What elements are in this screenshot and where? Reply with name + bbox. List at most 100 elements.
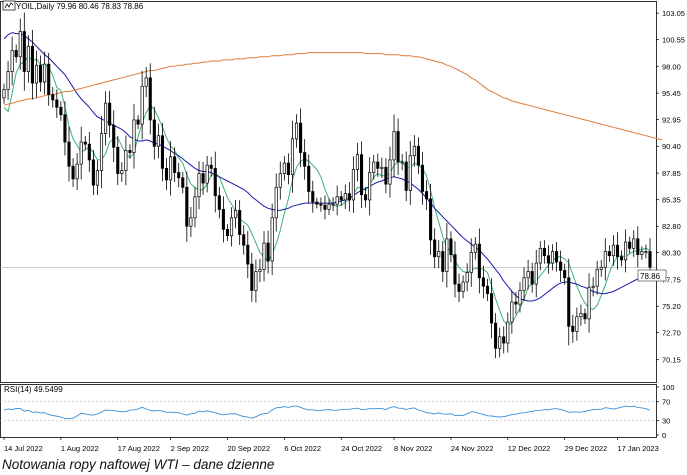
candle-body (368, 172, 372, 201)
candle-body (75, 163, 79, 180)
ma-line (3, 52, 663, 141)
candle-body (144, 77, 148, 87)
candle-body (518, 290, 522, 305)
x-tick-label: 24 Oct 2022 (341, 444, 382, 453)
candlesticks (2, 12, 652, 359)
x-tick-label: 20 Sep 2022 (227, 444, 270, 453)
candle-body (384, 166, 388, 185)
y-tick-label: 72.70 (662, 329, 681, 338)
candle-body (538, 247, 542, 264)
candle-body (140, 85, 144, 125)
candle-body (282, 162, 286, 174)
candle-body (132, 119, 136, 153)
candle-body (193, 196, 197, 219)
candle-body (611, 244, 615, 257)
candle-body (510, 301, 514, 323)
candle-body (579, 313, 583, 318)
candle-body (461, 281, 465, 292)
date-axis: 14 Jul 2022 1 Aug 2022 17 Aug 2022 2 Sep 20… (3, 437, 659, 453)
candle-body (571, 325, 575, 332)
candle-body (563, 270, 567, 279)
candle-body (412, 145, 416, 157)
chart-caption: Notowania ropy naftowej WTI – dane dzien… (2, 457, 275, 472)
candle-body (160, 135, 165, 169)
candle-body (469, 252, 473, 273)
rsi-tick-label: 100 (662, 383, 675, 392)
candle-body (148, 77, 152, 121)
candle-body (542, 247, 546, 257)
candle-body (624, 241, 628, 261)
candle-body (116, 146, 120, 174)
candle-body (445, 238, 449, 272)
candle-body (164, 167, 169, 181)
rsi-panel: 100 70 30 0 (0, 383, 675, 440)
candle-body (152, 119, 156, 147)
candle-body (599, 266, 603, 270)
y-tick-label: 85.35 (662, 195, 681, 204)
x-tick-label: 2 Sep 2022 (171, 444, 209, 453)
candle-body (644, 251, 648, 253)
candle-body (343, 193, 347, 201)
candle-body (87, 143, 91, 161)
candle-body (433, 239, 437, 258)
candle-body (392, 131, 396, 161)
candle-body (286, 162, 290, 176)
candle-body (124, 150, 128, 171)
candle-body (603, 251, 607, 268)
candle-body (14, 50, 18, 58)
candle-body (429, 198, 433, 241)
candle-body (498, 336, 502, 349)
candle-body (408, 155, 412, 191)
candle-body (262, 242, 266, 270)
candle-body (213, 167, 217, 197)
candle-body (104, 102, 108, 134)
candle-body (234, 210, 238, 219)
x-tick-label: 24 Nov 2022 (451, 444, 494, 453)
y-tick-label: 103.05 (662, 9, 685, 18)
candle-body (327, 203, 331, 210)
candle-body (201, 173, 205, 184)
candle-body (437, 251, 441, 258)
y-tick-label: 80.30 (662, 249, 681, 258)
candle-body (522, 277, 526, 291)
candle-body (217, 195, 221, 210)
y-tick-label: 87.85 (662, 169, 681, 178)
candle-body (311, 191, 315, 203)
x-tick-label: 29 Dec 2022 (565, 444, 608, 453)
candle-body (229, 217, 234, 237)
candle-body (79, 141, 83, 165)
candle-body (396, 131, 400, 163)
candle-body (555, 251, 559, 263)
candle-body (34, 64, 39, 84)
candle-body (258, 269, 262, 272)
candle-body (457, 283, 461, 292)
candle-body (99, 133, 104, 171)
x-tick-label: 8 Nov 2022 (394, 444, 432, 453)
chart-frame (0, 1, 657, 438)
candle-body (494, 322, 498, 349)
candle-body (238, 210, 242, 236)
candle-body (506, 321, 510, 344)
candle-body (22, 31, 26, 72)
rsi-tick-label: 30 (662, 417, 670, 426)
y-tick-label: 75.20 (662, 302, 681, 311)
candle-body (477, 243, 481, 279)
y-tick-label: 70.15 (662, 355, 681, 364)
candle-body (323, 204, 327, 210)
candle-body (120, 170, 124, 174)
candle-body (376, 161, 380, 169)
candle-body (583, 313, 587, 320)
candle-body (274, 186, 278, 219)
candle-body (189, 217, 193, 227)
candle-body (51, 94, 55, 101)
candle-body (246, 244, 250, 265)
candle-body (55, 99, 59, 108)
candle-body (372, 161, 376, 173)
candle-body (424, 191, 429, 200)
candle-body (254, 271, 258, 291)
candle-body (197, 173, 201, 198)
x-tick-label: 12 Dec 2022 (508, 444, 551, 453)
candle-body (615, 244, 620, 258)
candle-body (181, 177, 185, 188)
candle-body (290, 138, 295, 176)
